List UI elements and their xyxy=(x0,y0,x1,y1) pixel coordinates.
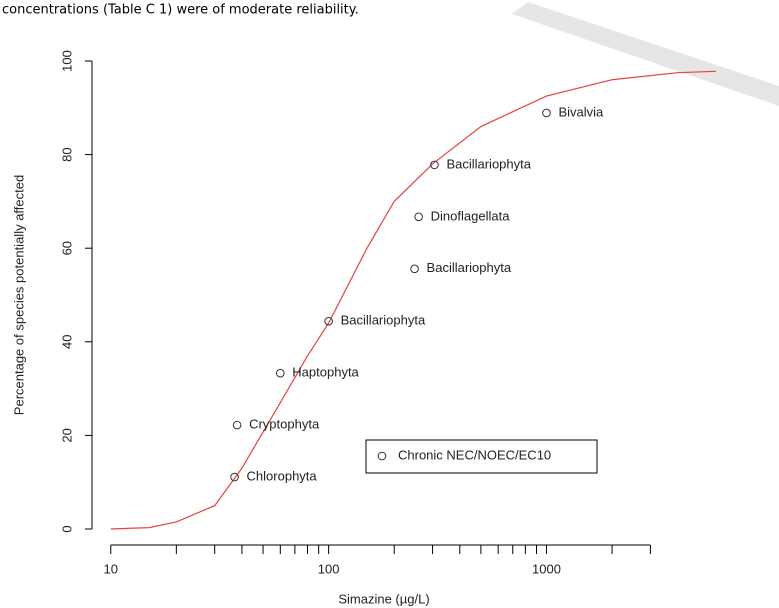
x-tick-label: 10 xyxy=(104,561,118,576)
point-label: Bacillariophyta xyxy=(446,156,531,171)
data-point xyxy=(324,316,333,326)
y-tick-label: 80 xyxy=(59,147,74,161)
point-label: Chlorophyta xyxy=(247,468,318,483)
legend-label: Chronic NEC/NOEC/EC10 xyxy=(398,447,551,462)
x-tick-label: 100 xyxy=(318,561,340,576)
data-point xyxy=(430,160,439,170)
legend-marker xyxy=(377,451,387,461)
point-label: Bacillariophyta xyxy=(341,313,426,328)
data-point xyxy=(232,420,242,430)
x-axis-label: Simazine (µg/L) xyxy=(338,591,429,606)
y-tick-label: 20 xyxy=(59,428,74,442)
y-tick-label: 60 xyxy=(59,241,74,255)
data-point xyxy=(275,368,285,378)
x-tick-label: 1000 xyxy=(532,561,561,576)
point-label: Dinoflagellata xyxy=(431,208,511,223)
data-point xyxy=(414,212,423,222)
point-label: Haptophyta xyxy=(292,365,359,380)
fit-curve xyxy=(110,70,717,530)
legend-box xyxy=(365,439,598,474)
y-tick-label: 0 xyxy=(59,525,74,532)
y-tick-label: 100 xyxy=(59,50,74,72)
data-point xyxy=(542,108,551,118)
point-label: Bacillariophyta xyxy=(427,260,512,275)
document-text: concentrations (Table C 1) were of moder… xyxy=(2,3,359,18)
watermark-stroke xyxy=(512,2,779,106)
point-label: Bivalvia xyxy=(558,104,604,119)
data-point xyxy=(230,472,239,482)
point-label: Cryptophyta xyxy=(249,417,320,432)
y-axis-label: Percentage of species potentially affect… xyxy=(11,175,26,415)
data-point xyxy=(410,264,419,274)
y-tick-label: 40 xyxy=(59,335,74,349)
